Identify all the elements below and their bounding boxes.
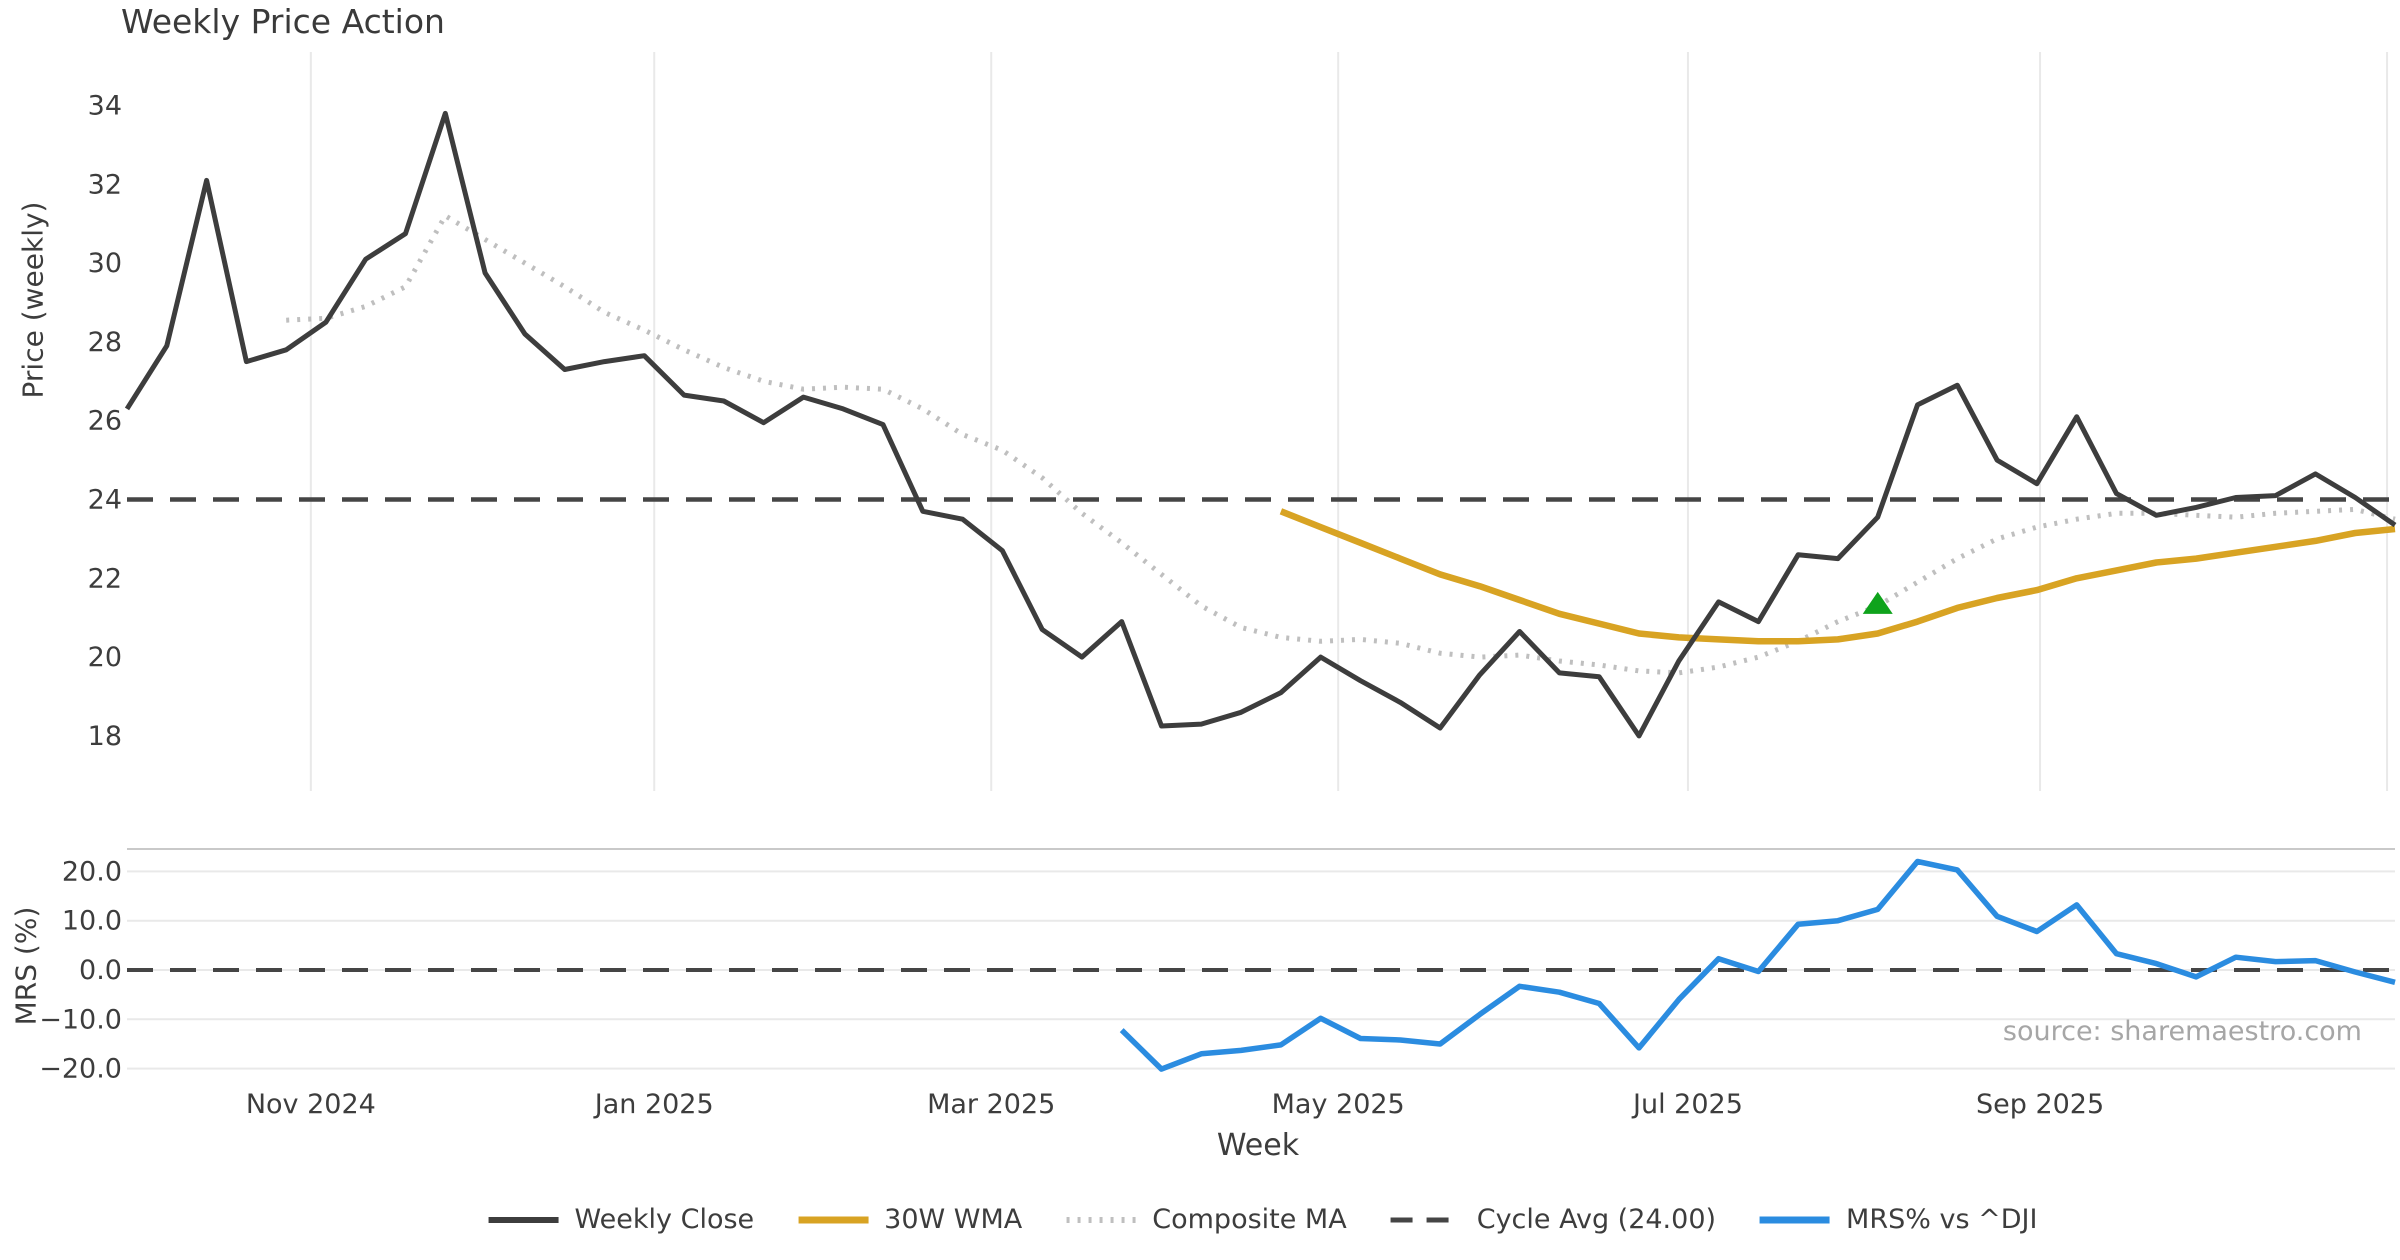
legend-label: MRS% vs ^DJI (1846, 1204, 2038, 1235)
mrs-line (1119, 858, 2396, 1072)
price-ytick-label: 22 (88, 563, 122, 594)
price-ytick-label: 24 (88, 485, 122, 516)
mrs-ytick-label: 0.0 (79, 955, 122, 986)
legend-item-mrs: MRS% vs ^DJI (1758, 1204, 2037, 1235)
price-axis-label: Price (weekly) (16, 201, 50, 399)
legend-item-cycle-avg: Cycle Avg (24.00) (1389, 1204, 1716, 1235)
price-ytick-label: 18 (88, 721, 122, 752)
xtick-label: Jan 2025 (593, 1089, 714, 1120)
legend-label: 30W WMA (884, 1204, 1023, 1235)
xtick-label: Sep 2025 (1976, 1089, 2104, 1120)
legend: Weekly Close 30W WMA Composite MA Cycle … (487, 1204, 2037, 1235)
composite-ma-swatch-icon (1066, 1216, 1137, 1223)
source-credit: source: sharemaestro.com (2002, 1016, 2362, 1047)
price-ytick-label: 26 (88, 406, 122, 437)
legend-label: Weekly Close (574, 1204, 755, 1235)
weekly-close-line (124, 110, 2397, 739)
mrs-ytick-label: −20.0 (39, 1054, 122, 1085)
xtick-label: Nov 2024 (246, 1089, 376, 1120)
legend-item-composite-ma: Composite MA (1064, 1204, 1347, 1235)
price-ytick-label: 20 (88, 642, 122, 673)
price-ytick-label: 32 (88, 169, 122, 200)
cycle-avg-swatch-icon (1390, 1217, 1461, 1222)
mrs-swatch-icon (1760, 1216, 1831, 1223)
mrs-axis-label: MRS (%) (9, 906, 43, 1026)
composite-ma-line (286, 213, 2396, 676)
weekly-close-swatch-icon (488, 1216, 559, 1223)
legend-item-30w-wma: 30W WMA (796, 1204, 1022, 1235)
mrs-ytick-label: 20.0 (62, 856, 122, 887)
xtick-label: May 2025 (1272, 1089, 1405, 1120)
legend-label: Composite MA (1152, 1204, 1347, 1235)
wma-swatch-icon (798, 1216, 869, 1223)
price-ytick-label: 28 (88, 327, 122, 358)
price-ytick-label: 30 (88, 248, 122, 279)
wma-30w-line (1279, 508, 2396, 645)
chart-title: Weekly Price Action (121, 2, 445, 41)
x-axis-label: Week (1216, 1128, 1300, 1163)
price-ytick-label: 34 (88, 91, 122, 122)
buy-signal-triangle-icon (1862, 591, 1893, 614)
mrs-ytick-label: 10.0 (62, 906, 122, 937)
xtick-label: Mar 2025 (927, 1089, 1055, 1120)
mrs-ytick-label: −10.0 (39, 1004, 122, 1035)
legend-item-weekly-close: Weekly Close (487, 1204, 755, 1235)
xtick-label: Jul 2025 (1631, 1089, 1743, 1120)
legend-label: Cycle Avg (24.00) (1476, 1204, 1717, 1235)
